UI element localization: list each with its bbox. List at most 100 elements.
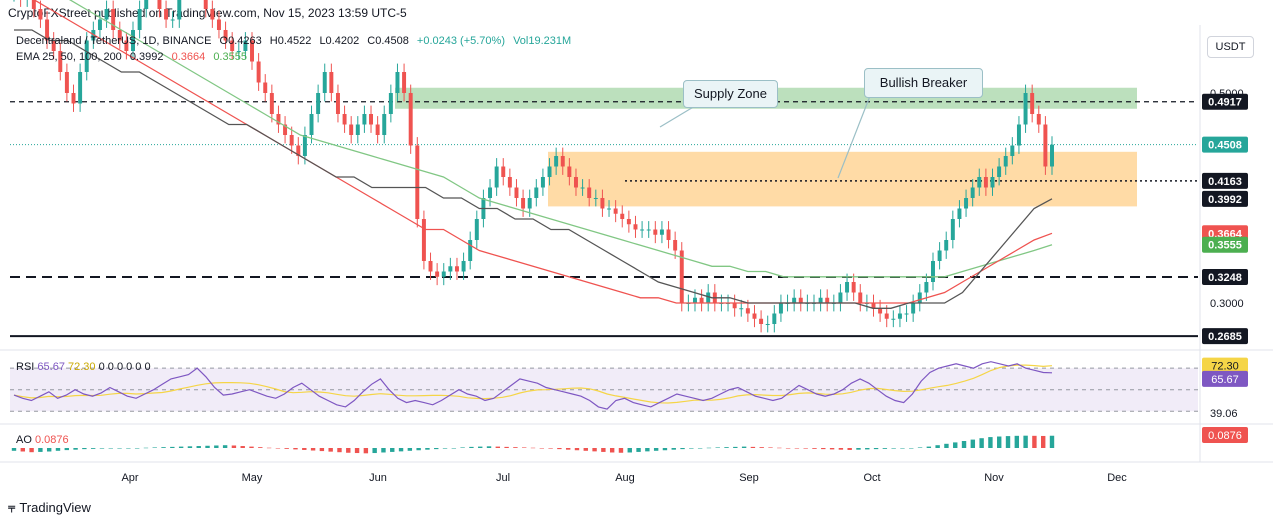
candle xyxy=(706,292,711,303)
currency-button[interactable]: USDT xyxy=(1207,36,1254,58)
ao-bar xyxy=(398,448,404,452)
candle xyxy=(58,51,63,72)
symbol-legend: Decentraland / TetherUS, 1D, BINANCE O0.… xyxy=(16,35,576,47)
candle xyxy=(203,0,208,9)
ao-bar xyxy=(161,447,166,448)
candle xyxy=(521,198,526,209)
candle xyxy=(646,229,651,231)
candle xyxy=(1043,124,1048,167)
candle xyxy=(250,40,254,62)
breaker-callout-pointer xyxy=(837,95,871,179)
candle xyxy=(964,198,969,209)
candle xyxy=(620,213,625,219)
ao-bar xyxy=(231,445,237,448)
candle xyxy=(84,40,89,72)
open-value: O0.4263 xyxy=(219,35,262,47)
ao-bar xyxy=(821,448,826,450)
ema25-line xyxy=(14,29,1053,309)
ao-bar xyxy=(741,446,747,448)
tradingview-logo-icon[interactable]: ⫧ xyxy=(8,500,16,515)
bullish-breaker-zone xyxy=(548,151,1137,207)
candle xyxy=(468,240,473,261)
supply-callout-pointer xyxy=(659,105,696,128)
candle xyxy=(851,282,856,293)
candle xyxy=(772,313,777,324)
ao-bar xyxy=(134,448,140,449)
supply-zone-callout: Supply Zone xyxy=(683,80,778,108)
candle xyxy=(745,308,750,314)
candle xyxy=(871,303,876,309)
candle xyxy=(223,30,228,41)
candle xyxy=(210,9,215,20)
ao-bar xyxy=(803,448,808,449)
candle xyxy=(131,30,135,51)
price-label: 0.3555 xyxy=(1208,240,1242,252)
candle xyxy=(573,177,578,188)
candle xyxy=(931,261,935,282)
ao-bar xyxy=(275,448,281,449)
ao-bar xyxy=(64,448,69,451)
candle xyxy=(997,166,1002,177)
ao-bar xyxy=(284,448,289,449)
ao-bar xyxy=(574,448,580,451)
ao-bar xyxy=(689,448,694,449)
candle xyxy=(540,177,545,188)
candle xyxy=(957,208,962,219)
candle xyxy=(71,93,76,104)
price-label: 0.2685 xyxy=(1208,331,1242,343)
candle xyxy=(884,313,889,319)
ema-label[interactable]: EMA 25, 50, 100, 200 xyxy=(16,51,122,63)
candle xyxy=(679,250,684,303)
ao-bar xyxy=(363,448,369,454)
candle xyxy=(289,135,294,146)
ao-bar xyxy=(258,447,263,448)
candle xyxy=(547,166,552,177)
price-label-badge xyxy=(1202,268,1248,285)
ao-bar xyxy=(478,446,483,448)
price-label-badge xyxy=(1202,236,1248,253)
ao-bar xyxy=(486,446,492,448)
candle xyxy=(897,313,902,319)
candle xyxy=(554,156,559,167)
candle xyxy=(448,266,453,272)
x-axis-label: May xyxy=(242,472,263,484)
candle xyxy=(977,177,982,188)
candle xyxy=(587,187,592,198)
ao-bar xyxy=(768,447,773,448)
ema-legend: EMA 25, 50, 100, 200 0.3992 0.3664 0.355… xyxy=(16,51,252,63)
ao-legend: AO 0.0876 xyxy=(16,434,69,446)
candle xyxy=(117,30,122,41)
candle xyxy=(276,114,281,125)
ao-bar xyxy=(997,436,1002,448)
candle xyxy=(157,0,162,9)
ao-bar xyxy=(882,448,888,449)
candle xyxy=(950,219,955,240)
candle xyxy=(375,124,380,135)
candle xyxy=(269,93,274,114)
ema50-line xyxy=(33,0,1053,304)
candle xyxy=(501,166,506,177)
ao-bar xyxy=(794,448,800,449)
candle xyxy=(236,51,241,52)
candle xyxy=(322,72,327,93)
candle xyxy=(878,308,883,314)
candle xyxy=(421,219,426,261)
ao-bar xyxy=(785,448,791,449)
candle xyxy=(382,114,387,135)
candle xyxy=(1030,93,1035,114)
footer-brand[interactable]: TradingView xyxy=(19,500,91,515)
candle xyxy=(111,9,116,30)
candle xyxy=(1010,145,1015,156)
ao-bar xyxy=(1032,435,1037,448)
ao-bar xyxy=(724,447,729,448)
candle xyxy=(891,318,896,320)
candle xyxy=(488,187,493,198)
candle xyxy=(164,9,169,20)
candle xyxy=(765,324,770,325)
candle xyxy=(911,303,916,314)
symbol-name[interactable]: Decentraland / TetherUS, 1D, BINANCE xyxy=(16,35,212,47)
ao-bar xyxy=(662,448,668,451)
rsi-line xyxy=(13,361,1053,410)
candle xyxy=(983,177,988,188)
